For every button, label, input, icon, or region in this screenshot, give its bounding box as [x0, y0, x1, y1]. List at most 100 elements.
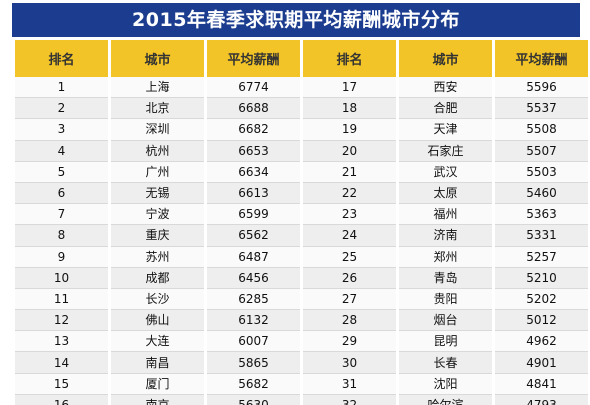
city-cell: 西安	[399, 77, 492, 99]
rank-cell: 30	[303, 352, 396, 374]
rank-cell: 6	[15, 182, 108, 205]
salary-ranking-table: 排名 城市 平均薪酬 排名 城市 平均薪酬 1 上海 6774 17 西安 5596 2 北京…	[12, 40, 590, 405]
city-cell: 苏州	[111, 246, 204, 268]
salary-cell: 4962	[495, 331, 588, 353]
city-cell: 大连	[111, 331, 204, 353]
rank-cell: 1	[15, 77, 108, 99]
rank-cell: 12	[15, 310, 108, 332]
header-city: 城市	[111, 40, 204, 77]
salary-cell: 5507	[495, 140, 588, 162]
table-row: 15 厦门 5682 31 沈阳 4841	[15, 373, 588, 395]
rank-cell: 18	[303, 98, 396, 120]
salary-cell: 4793	[495, 394, 588, 405]
header-salary: 平均薪酬	[207, 40, 300, 77]
rank-cell: 20	[303, 140, 396, 162]
table-row: 8 重庆 6562 24 济南 5331	[15, 225, 588, 247]
rank-cell: 9	[15, 246, 108, 268]
rank-cell: 7	[15, 204, 108, 226]
city-cell: 武汉	[399, 161, 492, 183]
header-salary: 平均薪酬	[495, 40, 588, 77]
rank-cell: 2	[15, 98, 108, 120]
city-cell: 石家庄	[399, 140, 492, 162]
rank-cell: 23	[303, 204, 396, 226]
city-cell: 厦门	[111, 373, 204, 395]
salary-cell: 5460	[495, 182, 588, 205]
salary-cell: 6456	[207, 267, 300, 289]
table-row: 1 上海 6774 17 西安 5596	[15, 77, 588, 99]
table-row: 4 杭州 6653 20 石家庄 5507	[15, 140, 588, 162]
rank-cell: 16	[15, 394, 108, 405]
city-cell: 合肥	[399, 98, 492, 120]
rank-cell: 14	[15, 352, 108, 374]
rank-cell: 27	[303, 288, 396, 311]
rank-cell: 11	[15, 288, 108, 311]
city-cell: 北京	[111, 98, 204, 120]
city-cell: 济南	[399, 225, 492, 247]
city-cell: 贵阳	[399, 288, 492, 311]
table-row: 12 佛山 6132 28 烟台 5012	[15, 310, 588, 332]
city-cell: 广州	[111, 161, 204, 183]
city-cell: 南京	[111, 394, 204, 405]
rank-cell: 10	[15, 267, 108, 289]
table-row: 10 成都 6456 26 青岛 5210	[15, 267, 588, 289]
city-cell: 烟台	[399, 310, 492, 332]
rank-cell: 21	[303, 161, 396, 183]
salary-cell: 6653	[207, 140, 300, 162]
city-cell: 上海	[111, 77, 204, 99]
salary-cell: 5012	[495, 310, 588, 332]
header-city: 城市	[399, 40, 492, 77]
city-cell: 成都	[111, 267, 204, 289]
salary-cell: 6599	[207, 204, 300, 226]
rank-cell: 31	[303, 373, 396, 395]
table-row: 14 南昌 5865 30 长春 4901	[15, 352, 588, 374]
table-row: 6 无锡 6613 22 太原 5460	[15, 182, 588, 205]
salary-cell: 6487	[207, 246, 300, 268]
salary-cell: 6285	[207, 288, 300, 311]
salary-cell: 5210	[495, 267, 588, 289]
salary-cell: 6774	[207, 77, 300, 99]
salary-cell: 4901	[495, 352, 588, 374]
table-row: 9 苏州 6487 25 郑州 5257	[15, 246, 588, 268]
rank-cell: 3	[15, 119, 108, 141]
salary-cell: 6634	[207, 161, 300, 183]
salary-cell: 6613	[207, 182, 300, 205]
table-row: 7 宁波 6599 23 福州 5363	[15, 204, 588, 226]
city-cell: 杭州	[111, 140, 204, 162]
rank-cell: 19	[303, 119, 396, 141]
rank-cell: 15	[15, 373, 108, 395]
salary-cell: 5331	[495, 225, 588, 247]
city-cell: 南昌	[111, 352, 204, 374]
table-title: 2015年春季求职期平均薪酬城市分布	[12, 3, 580, 37]
salary-cell: 6682	[207, 119, 300, 141]
salary-cell: 5865	[207, 352, 300, 374]
salary-cell: 4841	[495, 373, 588, 395]
salary-cell: 5363	[495, 204, 588, 226]
table-row: 5 广州 6634 21 武汉 5503	[15, 161, 588, 183]
city-cell: 深圳	[111, 119, 204, 141]
salary-cell: 5503	[495, 161, 588, 183]
city-cell: 天津	[399, 119, 492, 141]
rank-cell: 5	[15, 161, 108, 183]
salary-cell: 6562	[207, 225, 300, 247]
city-cell: 长春	[399, 352, 492, 374]
city-cell: 昆明	[399, 331, 492, 353]
salary-cell: 5682	[207, 373, 300, 395]
salary-cell: 6007	[207, 331, 300, 353]
salary-cell: 5508	[495, 119, 588, 141]
salary-cell: 5596	[495, 77, 588, 99]
table-row: 13 大连 6007 29 昆明 4962	[15, 331, 588, 353]
table-row: 11 长沙 6285 27 贵阳 5202	[15, 288, 588, 311]
salary-cell: 5257	[495, 246, 588, 268]
header-rank: 排名	[303, 40, 396, 77]
rank-cell: 24	[303, 225, 396, 247]
rank-cell: 29	[303, 331, 396, 353]
city-cell: 无锡	[111, 182, 204, 205]
table-row: 2 北京 6688 18 合肥 5537	[15, 98, 588, 120]
city-cell: 福州	[399, 204, 492, 226]
city-cell: 青岛	[399, 267, 492, 289]
salary-cell: 6132	[207, 310, 300, 332]
salary-cell: 5537	[495, 98, 588, 120]
city-cell: 哈尔滨	[399, 394, 492, 405]
rank-cell: 26	[303, 267, 396, 289]
city-cell: 郑州	[399, 246, 492, 268]
